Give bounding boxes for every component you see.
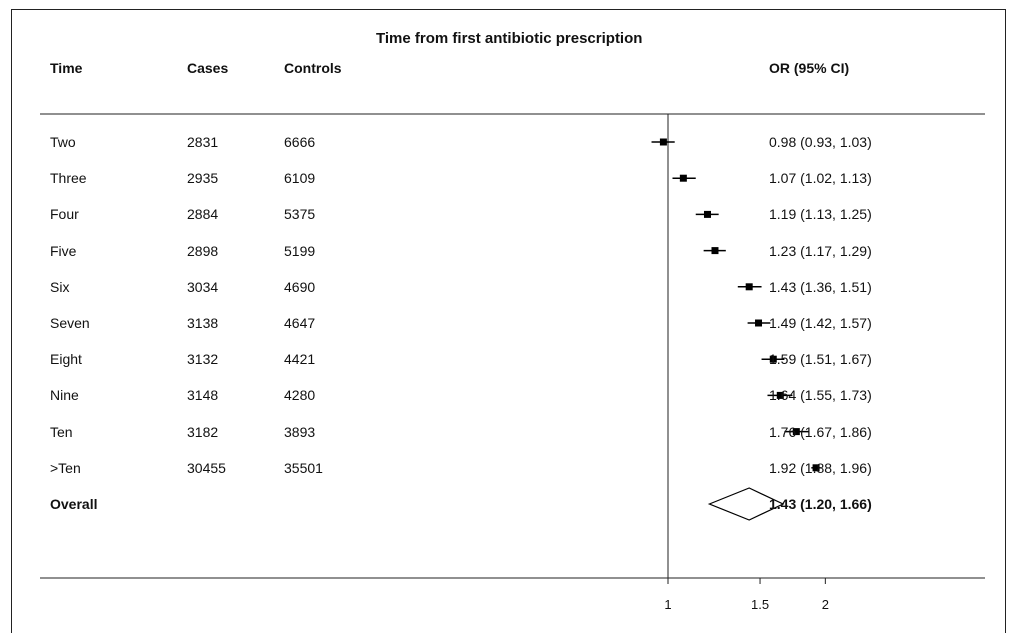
row-time-label: Five: [50, 242, 77, 259]
or-point-marker: [679, 174, 687, 182]
row-or-ci-label: 1.43 (1.36, 1.51): [769, 278, 872, 295]
row-time-label: >Ten: [50, 459, 81, 476]
header-controls: Controls: [284, 60, 342, 76]
row-cases-value: 3138: [187, 315, 219, 331]
row-time-label: Eight: [50, 351, 82, 368]
row-time-label: Ten: [50, 423, 73, 440]
or-point-marker: [711, 247, 719, 255]
row-controls-value: 5375: [284, 206, 316, 223]
row-or-ci-label: 1.59 (1.51, 1.67): [769, 351, 872, 368]
row-or-ci-label: 1.92 (1.88, 1.96): [769, 459, 872, 476]
row-controls-value: 35501: [284, 459, 323, 476]
overall-or-ci-label: 1.43 (1.20, 1.66): [769, 496, 872, 512]
header-cases: Cases: [187, 60, 229, 76]
row-cases-value: 3182: [187, 423, 219, 440]
row-controls-value: 6666: [284, 134, 316, 150]
or-point-marker: [769, 355, 777, 363]
row-cases-value: 2898: [187, 242, 219, 259]
or-point-marker: [776, 391, 784, 399]
row-or-ci-label: 1.76 (1.67, 1.86): [769, 423, 872, 440]
row-controls-value: 4280: [284, 387, 316, 404]
overall-diamond: [707, 487, 785, 521]
row-time-label: Six: [50, 278, 70, 295]
overall-label: Overall: [50, 496, 98, 512]
row-or-ci-label: 1.23 (1.17, 1.29): [769, 242, 872, 259]
row-controls-value: 6109: [284, 170, 316, 187]
row-cases-value: 2935: [187, 170, 219, 187]
or-point-marker: [792, 428, 800, 436]
row-or-ci-label: 1.07 (1.02, 1.13): [769, 170, 872, 187]
row-time-label: Four: [50, 206, 79, 223]
row-or-ci-label: 1.64 (1.55, 1.73): [769, 387, 872, 404]
row-time-label: Seven: [50, 315, 90, 331]
row-cases-value: 2884: [187, 206, 219, 223]
or-point-marker: [755, 319, 763, 327]
row-time-label: Nine: [50, 387, 79, 404]
row-cases-value: 3034: [187, 278, 219, 295]
row-or-ci-label: 1.19 (1.13, 1.25): [769, 206, 872, 223]
x-tick-label: 1.5: [751, 597, 769, 612]
row-or-ci-label: 0.98 (0.93, 1.03): [769, 134, 872, 150]
or-point-marker: [812, 464, 820, 472]
row-cases-value: 30455: [187, 459, 226, 476]
x-tick-label: 1: [664, 597, 671, 612]
chart-title: Time from first antibiotic prescription: [376, 30, 643, 47]
row-controls-value: 4421: [284, 351, 316, 368]
row-time-label: Two: [50, 134, 76, 150]
row-or-ci-label: 1.49 (1.42, 1.57): [769, 315, 872, 331]
or-point-marker: [745, 283, 753, 291]
or-point-marker: [703, 210, 711, 218]
row-controls-value: 4690: [284, 278, 316, 295]
frame-border: [11, 9, 1006, 633]
row-controls-value: 3893: [284, 423, 316, 440]
row-time-label: Three: [50, 170, 87, 187]
row-controls-value: 4647: [284, 315, 316, 331]
x-tick-label: 2: [822, 597, 829, 612]
row-controls-value: 5199: [284, 242, 316, 259]
header-or-ci: OR (95% CI): [769, 60, 850, 76]
row-cases-value: 3132: [187, 351, 219, 368]
row-cases-value: 3148: [187, 387, 219, 404]
row-cases-value: 2831: [187, 134, 219, 150]
or-point-marker: [659, 138, 667, 146]
header-time: Time: [50, 60, 83, 76]
